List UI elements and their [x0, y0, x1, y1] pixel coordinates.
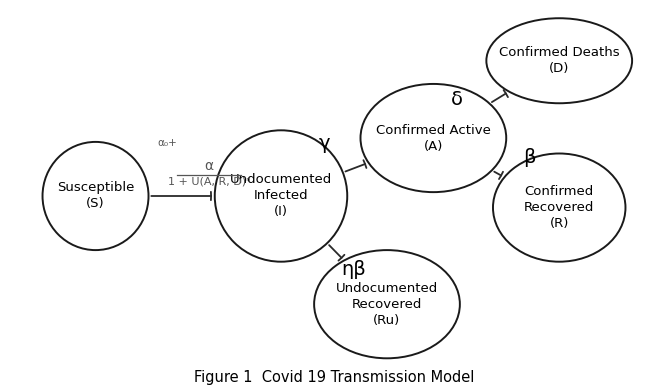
Ellipse shape [486, 18, 632, 103]
Text: δ: δ [450, 90, 462, 109]
Text: Figure 1  Covid 19 Transmission Model: Figure 1 Covid 19 Transmission Model [194, 370, 474, 385]
Text: β: β [523, 148, 536, 167]
Text: ηβ: ηβ [341, 260, 366, 279]
Text: Susceptible
(S): Susceptible (S) [57, 181, 134, 211]
Text: Undocumented
Recovered
(Ru): Undocumented Recovered (Ru) [336, 282, 438, 327]
Text: α₀+: α₀+ [157, 138, 177, 148]
Ellipse shape [314, 250, 460, 358]
Text: Confirmed Active
(A): Confirmed Active (A) [376, 123, 491, 152]
Text: Undocumented
Infected
(I): Undocumented Infected (I) [230, 174, 332, 218]
Text: Confirmed Deaths
(D): Confirmed Deaths (D) [499, 46, 619, 75]
Ellipse shape [493, 154, 625, 262]
Text: α: α [204, 159, 214, 173]
Ellipse shape [361, 84, 506, 192]
Ellipse shape [214, 130, 347, 262]
Text: γ: γ [319, 134, 330, 153]
Ellipse shape [43, 142, 148, 250]
Text: Confirmed
Recovered
(R): Confirmed Recovered (R) [524, 185, 595, 230]
Text: 1 + U(A, R, D)ⁿ: 1 + U(A, R, D)ⁿ [168, 177, 250, 187]
